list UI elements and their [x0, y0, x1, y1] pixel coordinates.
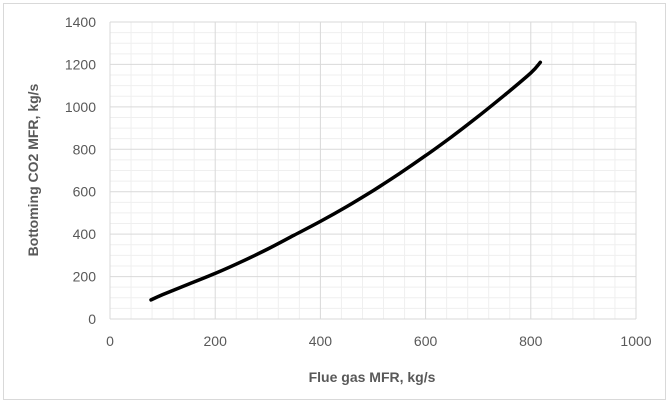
y-tick-label: 1200	[65, 56, 96, 72]
x-axis-title: Flue gas MFR, kg/s	[309, 369, 436, 385]
series-line-0	[149, 60, 543, 302]
minor-grid	[110, 22, 636, 319]
x-tick-label: 0	[106, 333, 114, 349]
y-tick-label: 1400	[65, 14, 96, 30]
y-tick-labels: 0 200 400 600 800 1000 1200 1400	[65, 14, 96, 327]
y-tick-label: 0	[88, 311, 96, 327]
x-tick-label: 400	[309, 333, 333, 349]
x-tick-label: 600	[414, 333, 438, 349]
chart-frame	[3, 3, 666, 400]
y-tick-label: 800	[73, 141, 97, 157]
y-tick-label: 600	[73, 184, 97, 200]
series-layer	[149, 60, 543, 302]
y-axis-title: Bottoming CO2 MFR, kg/s	[25, 83, 41, 256]
x-tick-label: 800	[519, 333, 543, 349]
x-tick-labels: 0 200 400 600 800 1000	[106, 333, 652, 349]
y-tick-label: 200	[73, 269, 97, 285]
x-tick-label: 1000	[620, 333, 651, 349]
y-tick-label: 1000	[65, 99, 96, 115]
y-tick-label: 400	[73, 226, 97, 242]
x-tick-label: 200	[204, 333, 228, 349]
